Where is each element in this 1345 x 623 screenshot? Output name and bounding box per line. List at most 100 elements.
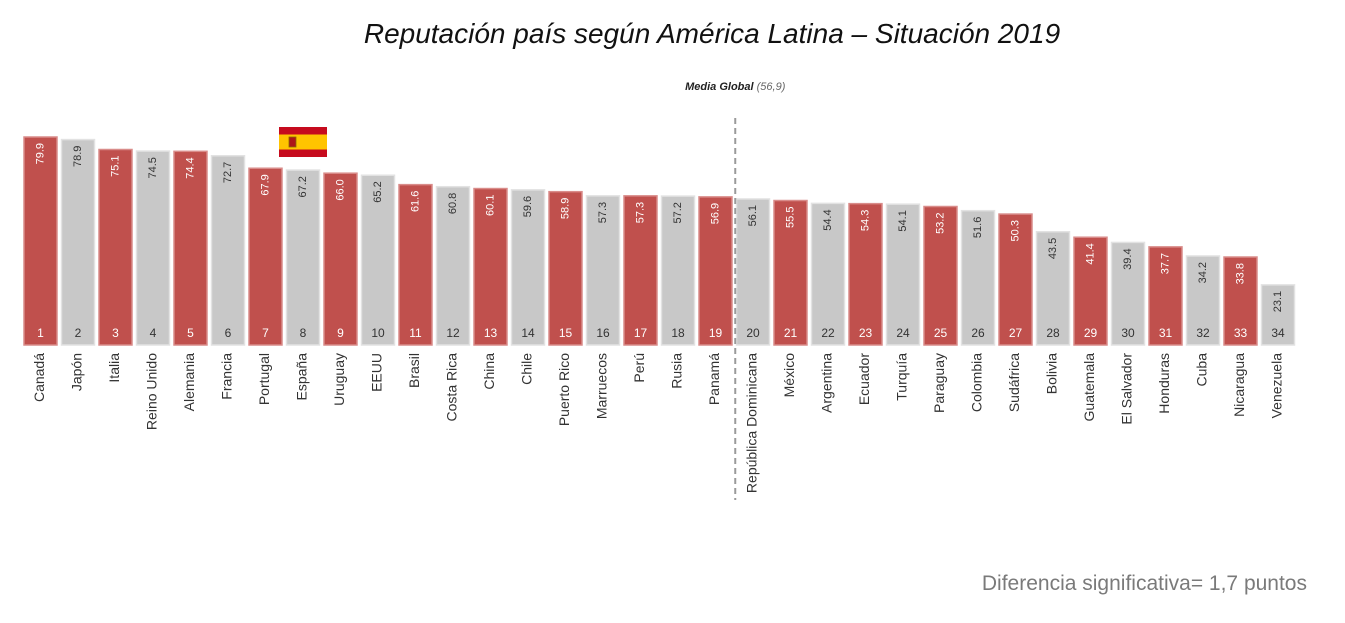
category-label: Rusia bbox=[669, 353, 685, 389]
bar-value-label: 57.3 bbox=[597, 202, 609, 223]
bar-value-label: 67.9 bbox=[259, 174, 271, 195]
bar-value-label: 66.0 bbox=[334, 179, 346, 200]
category-label: Ecuador bbox=[856, 353, 872, 405]
bar-group: 54.3 23 Ecuador bbox=[848, 202, 883, 405]
bar-group: 37.7 31 Honduras bbox=[1148, 246, 1183, 414]
bar-rank-label: 7 bbox=[262, 326, 269, 340]
bar-value-label: 67.2 bbox=[297, 176, 309, 197]
category-label: Guatemala bbox=[1081, 353, 1097, 422]
bar bbox=[1073, 236, 1108, 346]
category-label: China bbox=[481, 353, 497, 390]
bar bbox=[323, 172, 358, 346]
category-label: Paraguay bbox=[931, 353, 947, 413]
bar-value-label: 56.1 bbox=[747, 205, 759, 226]
bar-rank-label: 23 bbox=[859, 326, 873, 340]
bar bbox=[585, 195, 621, 346]
bar-rank-label: 24 bbox=[896, 326, 910, 340]
bar bbox=[1185, 255, 1221, 346]
bar bbox=[998, 213, 1033, 346]
bar-group: 56.9 19 Panamá bbox=[698, 196, 733, 405]
bar-rank-label: 19 bbox=[709, 326, 723, 340]
bar-group: 59.6 14 Chile bbox=[510, 189, 546, 385]
bar-group: 39.4 30 El Salvador bbox=[1110, 241, 1146, 425]
bar-value-label: 54.3 bbox=[859, 210, 871, 231]
bar bbox=[1260, 284, 1296, 346]
global-mean-label: Media Global (56,9) bbox=[685, 81, 786, 93]
category-label: Italia bbox=[106, 353, 122, 383]
bar-rank-label: 10 bbox=[371, 326, 385, 340]
bar-value-label: 56.9 bbox=[709, 203, 721, 224]
bar-value-label: 74.4 bbox=[184, 157, 196, 178]
category-label: Chile bbox=[519, 353, 535, 385]
bar bbox=[285, 169, 321, 346]
bar bbox=[473, 187, 508, 346]
bar-rank-label: 26 bbox=[971, 326, 985, 340]
bar-group: 33.8 33 Nicaragua bbox=[1223, 256, 1258, 417]
bar bbox=[173, 150, 208, 346]
bar-value-label: 57.3 bbox=[634, 202, 646, 223]
category-label: Portugal bbox=[256, 353, 272, 405]
bar bbox=[885, 203, 921, 346]
bar-value-label: 34.2 bbox=[1197, 262, 1209, 283]
category-label: Nicaragua bbox=[1231, 353, 1247, 417]
category-label: Turquía bbox=[894, 353, 910, 401]
category-label: Canadá bbox=[31, 353, 47, 402]
bar bbox=[23, 136, 58, 346]
bar bbox=[1148, 246, 1183, 346]
bar-rank-label: 27 bbox=[1009, 326, 1023, 340]
category-label: Francia bbox=[219, 353, 235, 400]
bar bbox=[773, 199, 808, 346]
category-label: Cuba bbox=[1194, 353, 1210, 387]
bar-group: 54.4 22 Argentina bbox=[810, 202, 846, 413]
bar bbox=[135, 150, 171, 346]
bar bbox=[548, 190, 583, 346]
category-label: Panamá bbox=[706, 353, 722, 405]
bar bbox=[848, 202, 883, 346]
category-label: Argentina bbox=[819, 353, 835, 413]
bar-rank-label: 12 bbox=[446, 326, 460, 340]
bar-rank-label: 18 bbox=[671, 326, 685, 340]
bar-group: 23.1 34 Venezuela bbox=[1260, 284, 1296, 418]
bar-rank-label: 32 bbox=[1196, 326, 1210, 340]
bar bbox=[210, 154, 246, 346]
bar-value-label: 57.2 bbox=[672, 202, 684, 223]
bar-rank-label: 25 bbox=[934, 326, 948, 340]
bar-group: 54.1 24 Turquía bbox=[885, 203, 921, 401]
bar-value-label: 74.5 bbox=[147, 157, 159, 178]
bar-group: 66.0 9 Uruguay bbox=[323, 172, 358, 406]
bar-value-label: 41.4 bbox=[1084, 243, 1096, 264]
bar-rank-label: 11 bbox=[409, 326, 422, 340]
bar-group: 67.2 8 España bbox=[285, 169, 321, 400]
bar bbox=[248, 167, 283, 346]
bar-rank-label: 17 bbox=[634, 326, 648, 340]
bar-value-label: 78.9 bbox=[72, 146, 84, 167]
bar-group: 75.1 3 Italia bbox=[98, 148, 133, 383]
bar-rank-label: 31 bbox=[1159, 326, 1173, 340]
bar-rank-label: 22 bbox=[821, 326, 835, 340]
bar-group: 58.9 15 Puerto Rico bbox=[548, 190, 583, 426]
chart-title: Reputación país según América Latina – S… bbox=[363, 18, 1061, 49]
bar bbox=[660, 195, 696, 346]
bar-group: 61.6 11 Brasil bbox=[398, 183, 433, 388]
bar bbox=[60, 138, 96, 346]
bar-group: 74.5 4 Reino Unido bbox=[135, 150, 171, 430]
spain-flag-icon bbox=[279, 127, 327, 157]
bar-group: 72.7 6 Francia bbox=[210, 154, 246, 400]
bar-rank-label: 1 bbox=[37, 326, 44, 340]
bar-rank-label: 8 bbox=[300, 326, 307, 340]
bar-rank-label: 2 bbox=[75, 326, 82, 340]
bar-group: 60.8 12 Costa Rica bbox=[435, 185, 471, 421]
bar-group: 53.2 25 Paraguay bbox=[923, 205, 958, 413]
category-label: Colombia bbox=[969, 353, 985, 412]
category-label: Bolivia bbox=[1044, 353, 1060, 394]
category-label: Perú bbox=[631, 353, 647, 383]
category-label: Sudáfrica bbox=[1006, 353, 1022, 412]
bar-value-label: 59.6 bbox=[522, 196, 534, 217]
bar bbox=[98, 148, 133, 346]
bar-value-label: 33.8 bbox=[1234, 263, 1246, 284]
bar-group: 51.6 26 Colombia bbox=[960, 209, 996, 412]
bar-group: 60.1 13 China bbox=[473, 187, 508, 390]
bar bbox=[360, 174, 396, 346]
bar bbox=[810, 202, 846, 346]
